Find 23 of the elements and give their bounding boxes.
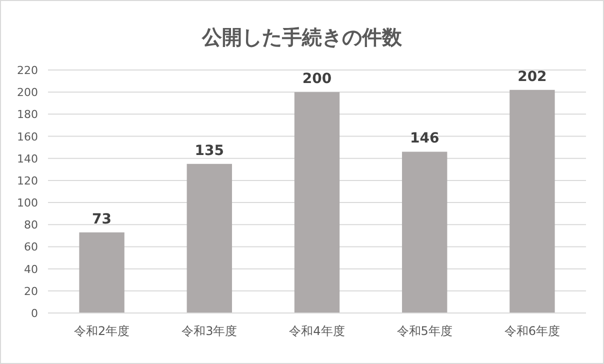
y-tick-label: 120 bbox=[17, 174, 38, 188]
y-tick-label: 20 bbox=[24, 284, 38, 298]
y-tick-label: 180 bbox=[17, 108, 38, 122]
data-label: 200 bbox=[302, 71, 332, 88]
x-tick-label: 令和4年度 bbox=[289, 324, 345, 338]
x-tick-label: 令和6年度 bbox=[504, 324, 560, 338]
y-tick-label: 200 bbox=[17, 86, 38, 100]
y-tick-label: 0 bbox=[31, 307, 38, 320]
y-tick-label: 40 bbox=[24, 262, 38, 276]
y-tick-label: 140 bbox=[17, 152, 38, 166]
data-label: 73 bbox=[92, 211, 112, 228]
y-tick-label: 80 bbox=[24, 218, 38, 232]
y-tick-label: 60 bbox=[24, 240, 38, 254]
data-label: 135 bbox=[194, 142, 224, 159]
x-tick-label: 令和2年度 bbox=[74, 324, 130, 338]
data-label: 202 bbox=[518, 68, 547, 85]
x-tick-label: 令和3年度 bbox=[182, 324, 238, 338]
y-tick-label: 160 bbox=[17, 130, 38, 144]
x-tick-label: 令和5年度 bbox=[396, 324, 452, 338]
chart-title: 公開した手続きの件数 bbox=[201, 25, 403, 49]
data-label: 146 bbox=[410, 130, 440, 147]
y-tick-label: 220 bbox=[17, 64, 38, 77]
y-tick-label: 100 bbox=[17, 196, 38, 210]
